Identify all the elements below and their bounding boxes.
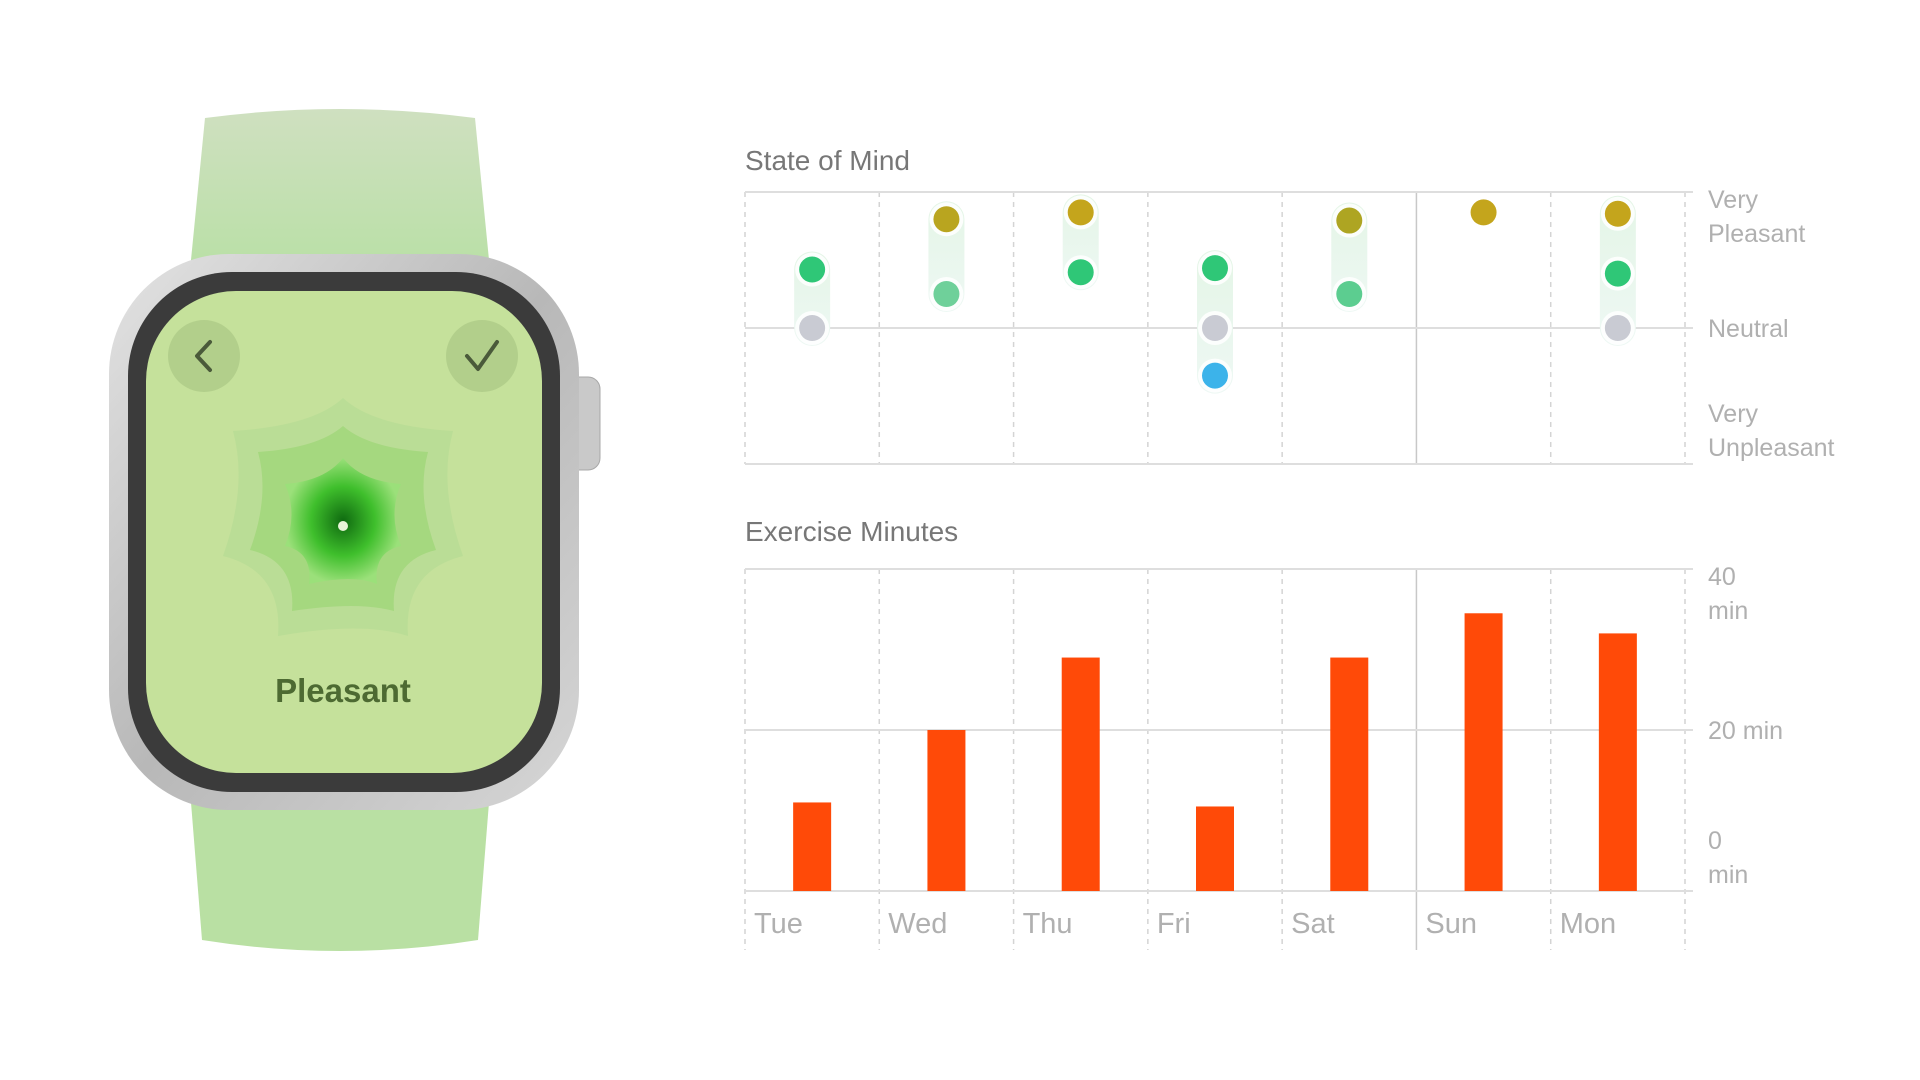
watch-band-top: [190, 109, 490, 270]
mood-dot: [1336, 281, 1363, 307]
mood-dot: [799, 315, 826, 341]
chart-title: Exercise Minutes: [745, 516, 958, 547]
y-tick-label-line: min: [1708, 861, 1748, 889]
chart-title: State of Mind: [745, 145, 910, 176]
watch: Pleasant: [109, 109, 601, 951]
mood-dot: [1202, 315, 1228, 341]
y-tick-label: 20 min: [1708, 717, 1783, 745]
x-tick-label: Sun: [1425, 908, 1477, 940]
bar: [1464, 613, 1503, 891]
y-tick-label-line: 40: [1708, 563, 1736, 591]
mood-dot: [1604, 200, 1631, 227]
back-icon: [195, 340, 212, 372]
watch-band-bottom: [190, 790, 490, 951]
y-tick-label-line: Unpleasant: [1708, 434, 1835, 462]
y-tick-label-line: Very: [1708, 400, 1759, 428]
bar: [793, 802, 832, 891]
mood-dot: [1604, 260, 1631, 287]
bar: [1598, 633, 1637, 891]
mood-dot: [933, 206, 960, 233]
mood-label: Pleasant: [275, 672, 411, 709]
y-tick-label-line: min: [1708, 597, 1748, 625]
mood-dot: [1202, 255, 1228, 282]
check-icon: [465, 340, 499, 371]
mood-dot: [1470, 199, 1497, 226]
x-tick-label: Thu: [1023, 908, 1073, 940]
x-tick-label: Wed: [888, 908, 947, 940]
x-tick-label: Fri: [1157, 908, 1191, 940]
mood-dot: [1336, 207, 1363, 234]
x-tick-label: Tue: [754, 908, 803, 940]
bar: [1196, 806, 1234, 891]
mood-star: [223, 398, 463, 636]
back-button[interactable]: [168, 320, 240, 392]
mood-dot: [799, 256, 826, 283]
y-tick-label: Very Pleasant: [1708, 186, 1805, 248]
mood-dot: [1604, 315, 1631, 341]
charts: State of Mind Very Pleasant Neutral Very Unpl…: [744, 145, 1835, 950]
y-tick-label: Neutral: [1708, 315, 1789, 343]
y-tick-label-line: Very: [1708, 186, 1759, 214]
x-tick-label: Mon: [1560, 908, 1616, 940]
confirm-button[interactable]: [446, 320, 518, 392]
x-tick-label: Sat: [1291, 908, 1335, 940]
y-tick-label-line: 0: [1708, 827, 1722, 855]
mood-dot: [933, 281, 960, 307]
bar: [1061, 657, 1100, 891]
y-tick-label: 40 min: [1708, 563, 1748, 625]
mood-dot: [1067, 199, 1094, 226]
mood-dot: [1202, 362, 1228, 389]
bar: [1330, 657, 1369, 891]
bar: [927, 730, 966, 891]
y-tick-label-line: Pleasant: [1708, 220, 1805, 248]
y-tick-label: 0 min: [1708, 827, 1748, 889]
mood-dot: [1067, 259, 1094, 286]
y-tick-label: Very Unpleasant: [1708, 400, 1835, 462]
